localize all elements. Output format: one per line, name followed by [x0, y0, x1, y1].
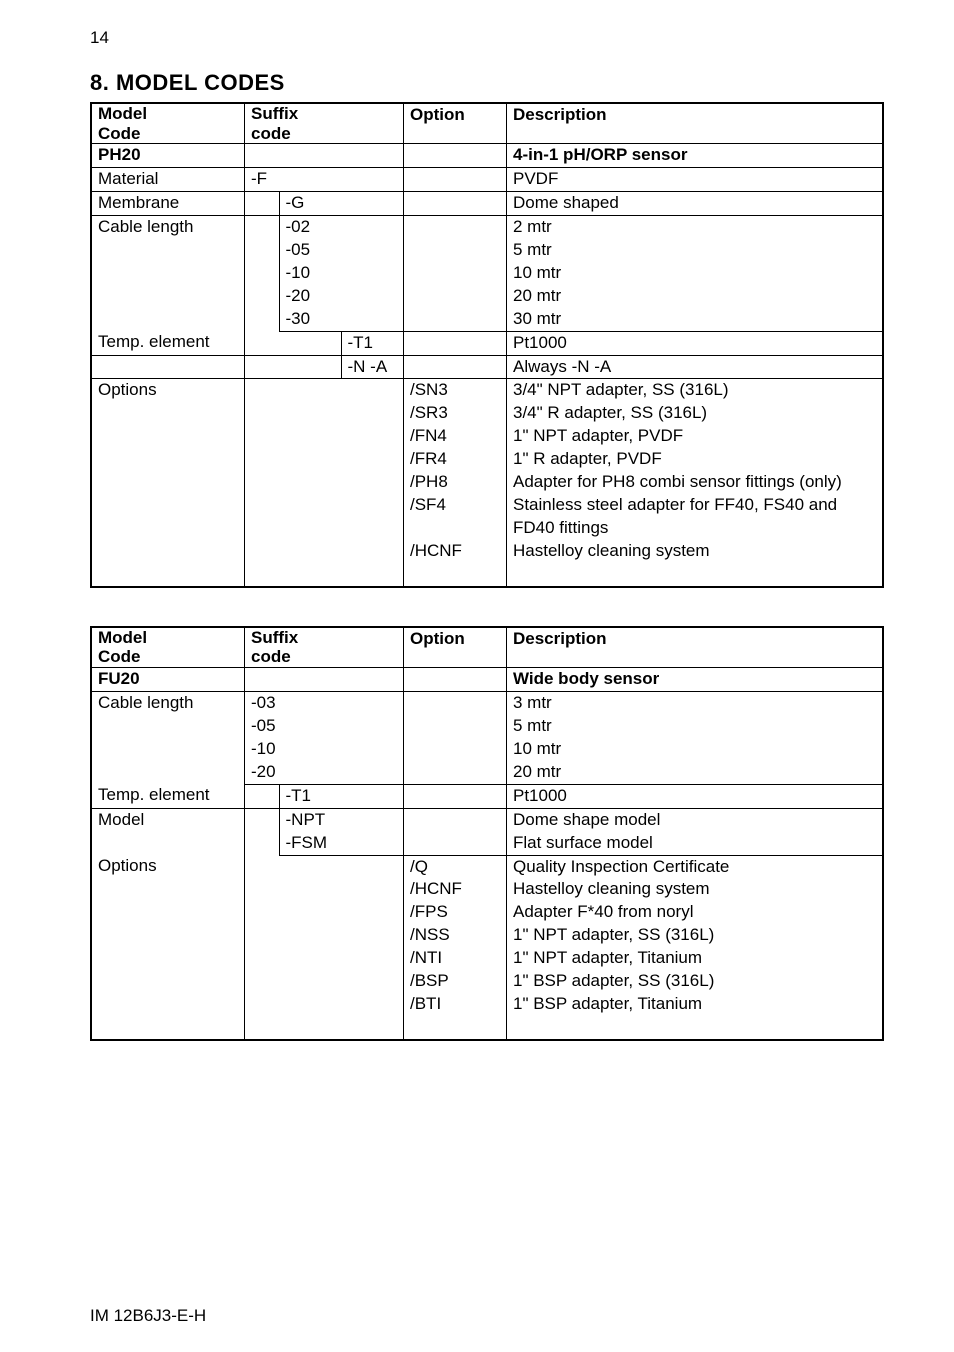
t2-op3: /NSS [404, 924, 507, 947]
t2-cable-s1: -05 [245, 715, 404, 738]
t1-od2: 1" NPT adapter, PVDF [507, 425, 884, 448]
t1-material-desc: PVDF [507, 168, 884, 192]
t1-op5: /SF4 [404, 494, 507, 517]
t1-membrane-desc: Dome shaped [507, 191, 884, 215]
t1-ph20-desc: 4-in-1 pH/ORP sensor [507, 144, 884, 168]
t2-op6: /BTI [404, 993, 507, 1016]
t1-na-desc: Always -N -A [507, 355, 884, 379]
t2-od5: 1" BSP adapter, SS (316L) [507, 970, 884, 993]
t2-cable-s3: -20 [245, 761, 404, 784]
t1-od0: 3/4" NPT adapter, SS (316L) [507, 379, 884, 402]
t2-od6: 1" BSP adapter, Titanium [507, 993, 884, 1016]
t1-material-label: Material [91, 168, 245, 192]
t1-cable-s1: -05 [279, 239, 404, 262]
t2-temp-suffix: -T1 [279, 784, 404, 808]
t1-od1: 3/4" R adapter, SS (316L) [507, 402, 884, 425]
t1-op2: /FN4 [404, 425, 507, 448]
t2-op1: /HCNF [404, 878, 507, 901]
t2-od4: 1" NPT adapter, Titanium [507, 947, 884, 970]
t1-od3: 1" R adapter, PVDF [507, 448, 884, 471]
section-heading: 8. MODEL CODES [90, 70, 884, 96]
t1-options-label: Options [91, 379, 245, 587]
t1-od4: Adapter for PH8 combi sensor fittings (o… [507, 471, 884, 494]
t1-na-suffix: -N -A [341, 355, 404, 379]
t1-cable-d2: 10 mtr [507, 262, 884, 285]
t1-cable-s2: -10 [279, 262, 404, 285]
t1-temp-label: Temp. element [91, 331, 245, 355]
t2-cable-d1: 5 mtr [507, 715, 884, 738]
page-number: 14 [90, 28, 884, 48]
t1-op4: /PH8 [404, 471, 507, 494]
t2-od1: Hastelloy cleaning system [507, 878, 884, 901]
t2-hdr-suffix: Suffix code [251, 628, 311, 667]
t1-cable-s4: -30 [279, 308, 404, 331]
t2-cable-d2: 10 mtr [507, 738, 884, 761]
t1-op3: /FR4 [404, 448, 507, 471]
t1-cable-d3: 20 mtr [507, 285, 884, 308]
t2-op2: /FPS [404, 901, 507, 924]
t2-hdr-desc: Description [513, 629, 607, 648]
t2-op5: /BSP [404, 970, 507, 993]
t2-hdr-option: Option [410, 629, 465, 648]
t1-op1: /SR3 [404, 402, 507, 425]
t2-cable-label: Cable length [91, 691, 245, 784]
t1-material-suffix: -F [245, 168, 404, 192]
t1-cable-d0: 2 mtr [507, 215, 884, 238]
t2-model-label: Model [91, 808, 245, 855]
model-codes-table-fu20: Model Code Suffix code Option Descriptio… [90, 626, 884, 1041]
footer-doc-id: IM 12B6J3-E-H [90, 1306, 206, 1326]
t2-temp-label: Temp. element [91, 784, 245, 808]
t1-temp-desc: Pt1000 [507, 331, 884, 355]
t2-cable-d0: 3 mtr [507, 691, 884, 714]
t1-od6: FD40 fittings [507, 517, 884, 540]
t2-op0: /Q [404, 855, 507, 878]
t2-model-d1: Flat surface model [507, 832, 884, 855]
t1-op0: /SN3 [404, 379, 507, 402]
t1-cable-d1: 5 mtr [507, 239, 884, 262]
t2-fu20-code: FU20 [91, 668, 245, 692]
t1-hdr-suffix: Suffix code [251, 104, 311, 143]
t2-cable-s0: -03 [245, 691, 404, 714]
t1-hdr-option: Option [410, 105, 465, 124]
t2-model-s0: -NPT [279, 808, 404, 831]
t1-membrane-suffix: -G [279, 191, 404, 215]
t2-temp-desc: Pt1000 [507, 784, 884, 808]
t2-od3: 1" NPT adapter, SS (316L) [507, 924, 884, 947]
t2-model-s1: -FSM [279, 832, 404, 855]
t2-od2: Adapter F*40 from noryl [507, 901, 884, 924]
t1-op6 [404, 517, 507, 540]
t1-hdr-desc: Description [513, 105, 607, 124]
t2-fu20-desc: Wide body sensor [507, 668, 884, 692]
t1-op7: /HCNF [404, 540, 507, 563]
t1-od7: Hastelloy cleaning system [507, 540, 884, 563]
t1-cable-s3: -20 [279, 285, 404, 308]
t2-model-d0: Dome shape model [507, 808, 884, 831]
t1-cable-s0: -02 [279, 215, 404, 238]
model-codes-table-ph20: Model Code Suffix code Option Descriptio… [90, 102, 884, 588]
t1-membrane-label: Membrane [91, 191, 245, 215]
t2-options-label: Options [91, 855, 245, 1040]
t2-od0: Quality Inspection Certificate [507, 855, 884, 878]
t1-cable-label: Cable length [91, 215, 245, 331]
t1-ph20-code: PH20 [91, 144, 245, 168]
t1-temp-suffix: -T1 [341, 331, 404, 355]
t2-cable-d3: 20 mtr [507, 761, 884, 784]
t2-op4: /NTI [404, 947, 507, 970]
t2-cable-s2: -10 [245, 738, 404, 761]
t1-cable-d4: 30 mtr [507, 308, 884, 331]
t2-hdr-model: Model Code [98, 628, 158, 667]
t1-od5: Stainless steel adapter for FF40, FS40 a… [507, 494, 884, 517]
t1-hdr-model: Model Code [98, 104, 158, 143]
